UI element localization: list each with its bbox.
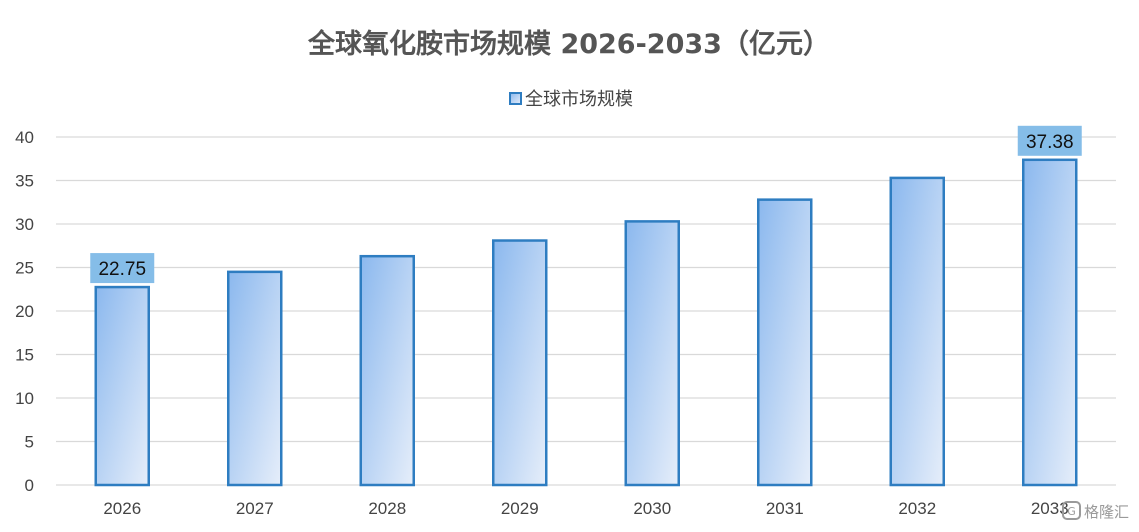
x-tick-label: 2027: [236, 499, 274, 518]
y-tick-label: 5: [25, 433, 34, 452]
legend-swatch: [509, 92, 522, 105]
data-label-text: 22.75: [98, 259, 146, 280]
data-label-box: [90, 253, 155, 284]
y-axis-ticks: 0 5 10 15 20 25 30 35 40: [15, 128, 34, 495]
x-tick-label: 2030: [633, 499, 671, 518]
y-tick-label: 0: [25, 476, 34, 495]
x-tick-label: 2033: [1031, 499, 1069, 518]
glh-logo-glyph: G: [1067, 505, 1076, 518]
y-tick-label: 15: [15, 346, 34, 365]
bar-2028: [359, 254, 415, 487]
y-tick-label: 20: [15, 302, 34, 321]
data-label-2026: 22.75: [90, 253, 155, 284]
y-tick-label: 40: [15, 128, 34, 147]
chart-title: 全球氧化胺市场规模 2026-2033（亿元）: [307, 28, 830, 60]
bar-2026: [94, 285, 150, 487]
data-label-2033: 37.38: [1017, 125, 1082, 156]
x-tick-label: 2029: [501, 499, 539, 518]
legend-label: 全球市场规模: [525, 89, 633, 110]
data-label-text: 37.38: [1026, 132, 1074, 153]
bar-2027: [227, 270, 283, 487]
bars: [94, 158, 1078, 487]
x-tick-label: 2031: [766, 499, 804, 518]
y-tick-label: 10: [15, 389, 34, 408]
x-axis-ticks: 2026 2027 2028 2029 2030 2031 2032 2033: [103, 499, 1068, 518]
y-tick-label: 25: [15, 259, 34, 278]
bar-2032: [889, 176, 945, 487]
x-tick-label: 2032: [898, 499, 936, 518]
watermark-text: 格隆汇: [1084, 503, 1129, 521]
data-labels: 22.75 37.38: [90, 125, 1082, 284]
glh-logo-icon: [1062, 501, 1081, 520]
x-tick-label: 2028: [368, 499, 406, 518]
gridlines: [56, 136, 1116, 486]
y-tick-label: 30: [15, 215, 34, 234]
y-tick-label: 35: [15, 172, 34, 191]
watermark: G 格隆汇: [1062, 501, 1129, 521]
bar-2031: [757, 198, 813, 487]
bar-2030: [624, 220, 680, 487]
legend: 全球市场规模: [509, 89, 633, 110]
data-label-box: [1017, 125, 1082, 156]
bar-2029: [492, 239, 548, 487]
x-tick-label: 2026: [103, 499, 141, 518]
bar-2033: [1022, 158, 1078, 487]
